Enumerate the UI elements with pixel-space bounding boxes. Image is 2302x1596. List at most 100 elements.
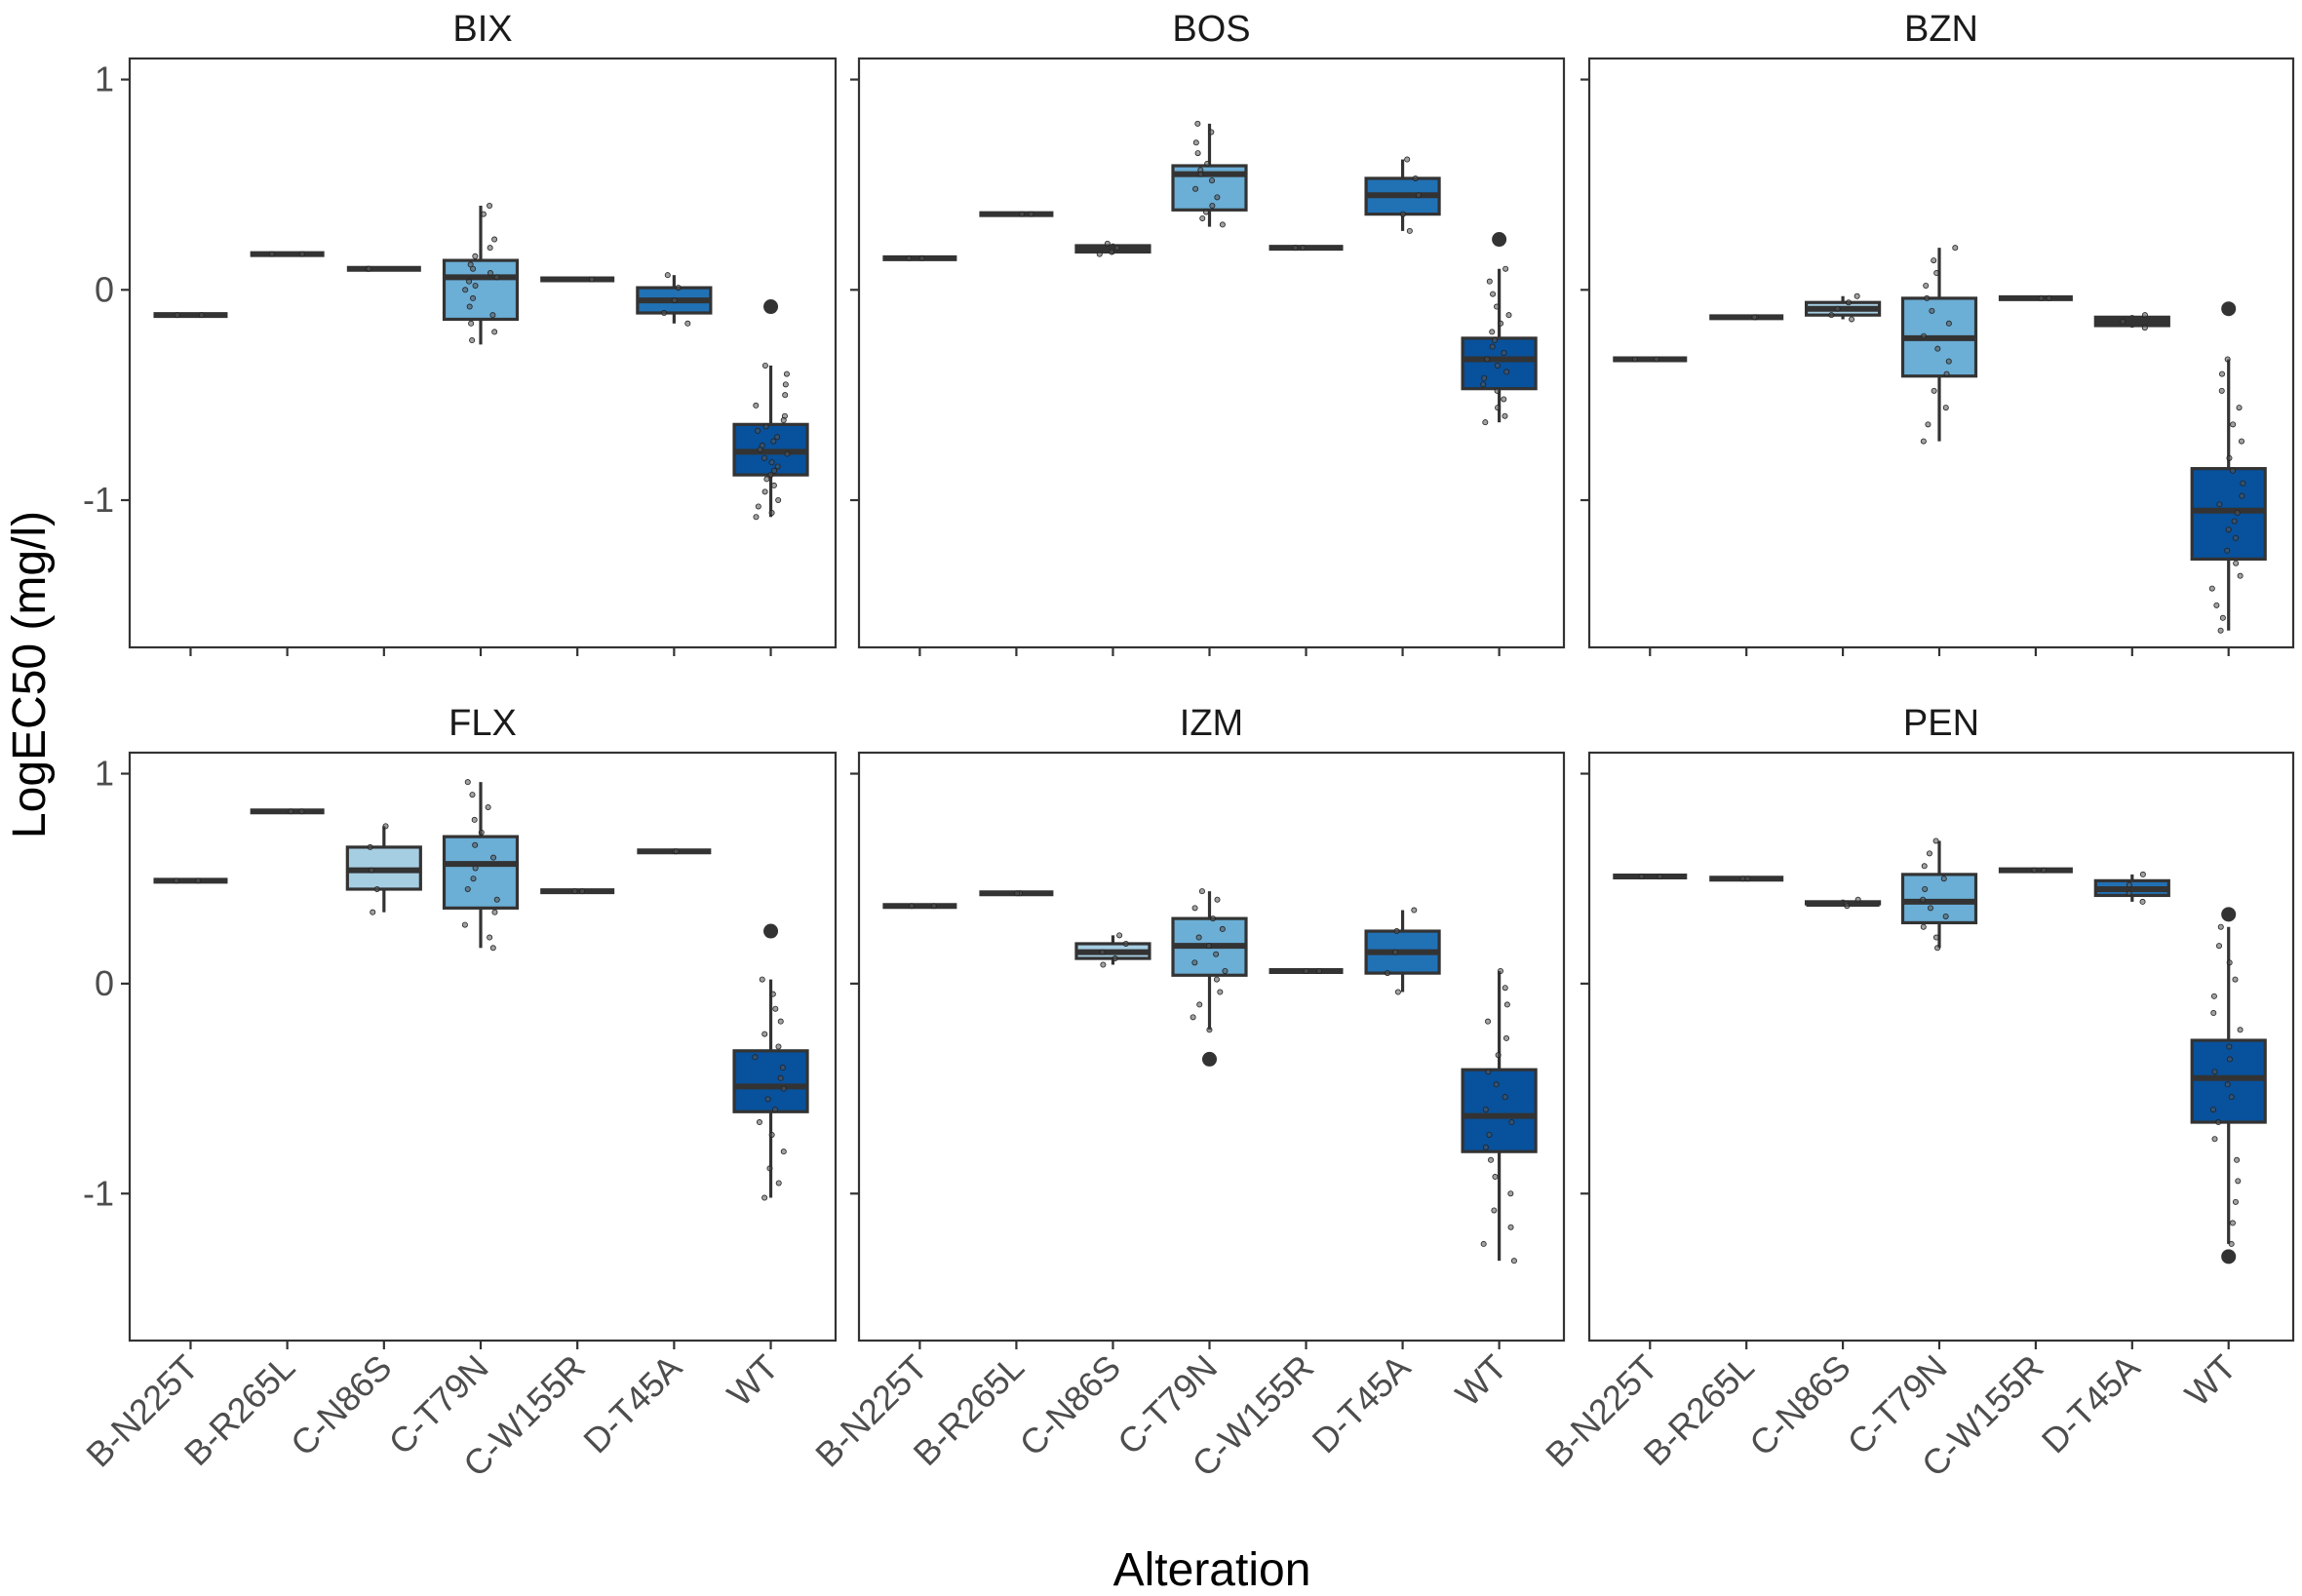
data-point [775, 1043, 782, 1050]
data-point [198, 312, 205, 319]
data-point [487, 934, 493, 941]
data-point [2120, 318, 2126, 325]
outlier-point [2221, 1249, 2237, 1265]
data-point [1502, 1094, 1508, 1101]
x-tick-label: D-T45A [575, 1347, 689, 1461]
y-tick-label: -1 [83, 1173, 114, 1213]
panel-pen: PENB-N225TB-R265LC-N86SC-T79NC-W155RD-T4… [1538, 703, 2295, 1484]
data-point [908, 903, 915, 910]
data-point [2225, 526, 2232, 533]
data-point [782, 392, 789, 399]
box-group-c-n86s [1804, 896, 1882, 910]
data-point [2041, 867, 2048, 874]
data-point [1751, 314, 1758, 321]
y-tick-label: 1 [95, 754, 114, 794]
data-point [2213, 602, 2220, 608]
data-point [777, 1074, 784, 1081]
box-group-c-w155r [1998, 867, 2073, 874]
data-point [1933, 270, 1940, 277]
data-point [2139, 898, 2146, 905]
data-point [1924, 294, 1931, 301]
data-point [288, 808, 294, 815]
data-point [1213, 951, 1220, 957]
data-point [1199, 214, 1206, 221]
data-point [472, 253, 479, 259]
data-point [2234, 509, 2241, 516]
data-point [775, 1180, 782, 1187]
data-point [1853, 292, 1860, 299]
data-point [478, 829, 485, 836]
data-point [2126, 881, 2132, 888]
box-group-b-r265l [979, 211, 1054, 217]
box-group-b-n225t [882, 903, 957, 910]
data-point [2031, 867, 2038, 874]
data-point [2224, 1081, 2231, 1088]
data-point [174, 312, 180, 319]
data-point [490, 854, 497, 861]
data-point [2141, 325, 2148, 331]
box [1461, 1068, 1538, 1153]
panel-title: BIX [452, 9, 512, 50]
box-group-c-w155r [1998, 294, 2073, 301]
data-point [1510, 1258, 1517, 1265]
data-point [1943, 370, 1950, 377]
data-point [1638, 874, 1645, 880]
data-point [1490, 291, 1497, 297]
data-point [1507, 1190, 1514, 1197]
data-point [755, 503, 761, 510]
data-point [1122, 940, 1129, 947]
data-point [2215, 1119, 2222, 1126]
data-point [382, 823, 389, 830]
data-point [1292, 245, 1299, 252]
box-group-c-w155r [540, 888, 615, 895]
data-point [664, 272, 671, 279]
x-tick-label: WT [2177, 1347, 2244, 1415]
data-point [588, 276, 595, 283]
data-point [1849, 316, 1855, 323]
box-group-c-n86s [1074, 240, 1151, 257]
box [442, 835, 520, 910]
data-point [461, 921, 468, 928]
data-point [1109, 249, 1115, 255]
data-point [1505, 312, 1512, 319]
data-point [783, 370, 790, 377]
data-point [470, 876, 477, 882]
data-point [2228, 1240, 2235, 1247]
panel-bix: BIX 1 0 -1 [83, 9, 838, 656]
data-point [298, 808, 305, 815]
data-point [2224, 356, 2231, 363]
data-point [1019, 211, 1026, 217]
data-point [2232, 1198, 2239, 1205]
data-point [2237, 1027, 2243, 1033]
data-point [1096, 251, 1103, 257]
data-point [1486, 278, 1493, 285]
data-point [579, 888, 586, 895]
data-point [1491, 337, 1498, 344]
data-point [918, 254, 925, 261]
data-point [1208, 129, 1215, 136]
data-point [768, 459, 775, 466]
panel-frame [128, 751, 838, 1343]
data-point [1489, 329, 1496, 335]
data-point [770, 482, 777, 488]
x-tick-label: D-T45A [1305, 1347, 1419, 1461]
data-point [2237, 572, 2243, 579]
panel-bos: BOS [850, 9, 1566, 656]
data-point [906, 254, 913, 261]
data-point [759, 976, 765, 983]
data-point [1194, 150, 1201, 157]
data-point [370, 909, 376, 915]
data-point [1494, 387, 1501, 394]
data-point [1739, 876, 1746, 882]
data-point [1932, 837, 1939, 844]
data-point [464, 885, 471, 892]
data-point [1192, 139, 1199, 146]
data-point [1385, 970, 1391, 977]
data-point [571, 888, 578, 895]
data-point [1406, 227, 1413, 234]
data-point [1491, 1207, 1498, 1214]
data-point [470, 294, 477, 301]
data-point [2219, 370, 2226, 377]
data-point [489, 945, 496, 952]
data-point [1303, 967, 1309, 974]
